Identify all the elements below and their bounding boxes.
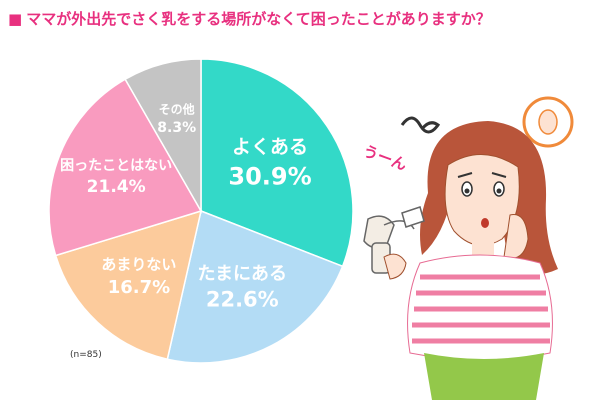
slice-value-label: 8.3% [157, 120, 196, 136]
slice-name-label: 困ったことはない [60, 158, 172, 174]
thinking-woman-icon: うーん [361, 96, 574, 400]
exclaim-text: うーん [361, 142, 409, 174]
pie-slice [166, 209, 344, 364]
striped-shirt [407, 254, 553, 361]
title-bullet: ■ [8, 10, 23, 28]
worry-squiggle-icon [400, 116, 441, 134]
slice-name-label: よくある [232, 136, 308, 158]
slice-name-label: たまにある [198, 263, 287, 284]
slice-name-label: あまりない [101, 256, 176, 274]
chart-title: ■ ママが外出先でさく乳をする場所がなくて困ったことがありますか？ [8, 8, 491, 29]
breast-pump-icon [363, 206, 425, 274]
sample-size-note: (n=85) [70, 350, 102, 360]
slice-value-label: 16.7% [108, 277, 170, 298]
slice-name-label: その他 [159, 102, 195, 117]
pie-slice [124, 58, 202, 214]
title-text: ママが外出先でさく乳をする場所がなくて困ったことがありますか？ [26, 10, 491, 28]
green-pants [424, 353, 544, 400]
pie-slice [54, 209, 203, 361]
pie-slice [200, 58, 354, 268]
pie-slice [48, 78, 203, 257]
slice-value-label: 22.6% [206, 288, 279, 312]
slice-value-label: 30.9% [228, 162, 311, 190]
slice-value-label: 21.4% [87, 177, 146, 197]
